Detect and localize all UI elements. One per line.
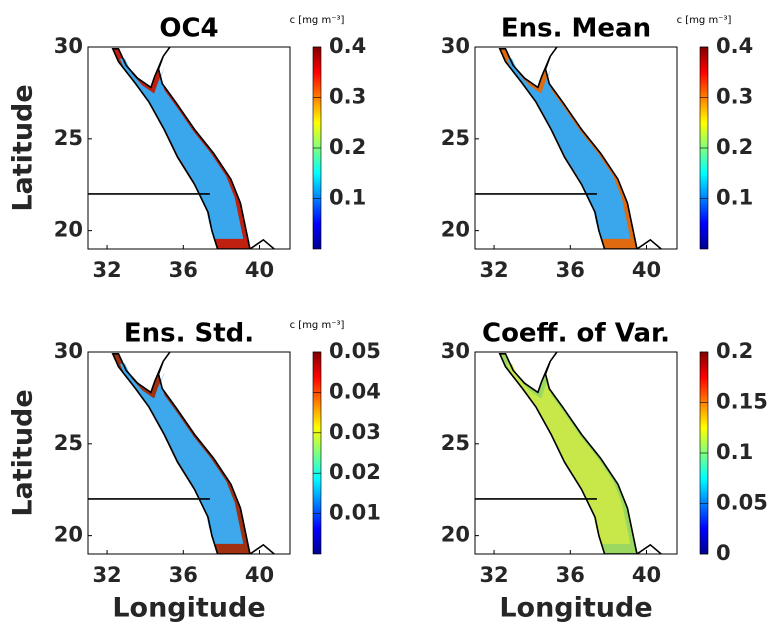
- x-tick-label: 40: [245, 258, 274, 282]
- border: [162, 47, 171, 57]
- colorbar-tick-label: 0.15: [716, 390, 768, 414]
- colorbar-label: c [mg m⁻³]: [677, 15, 732, 26]
- colorbar-tick-label: 0.1: [716, 440, 753, 464]
- colorbar-tick-label: 0.3: [716, 85, 753, 109]
- map-panel: 32 36 40 20 25 30 Ens. Mean 0.1 0.2 0.3 0.4 c [mg m…: [441, 14, 753, 283]
- panel-title: Ens. Std.: [124, 319, 254, 349]
- colorbar-tick-label: 0.4: [716, 34, 753, 58]
- border: [549, 352, 558, 362]
- y-tick-label: 25: [441, 126, 470, 150]
- x-tick-label: 36: [169, 563, 198, 587]
- colorbar: [312, 351, 322, 555]
- x-axis-label: Longitude: [112, 593, 265, 624]
- map-area: [88, 47, 276, 249]
- y-tick-label: 20: [54, 523, 83, 547]
- colorbar-tick-label: 0: [716, 541, 731, 565]
- coastline: [111, 48, 251, 249]
- axes-box: [87, 46, 291, 250]
- sea-field: [506, 58, 631, 239]
- y-tick-label: 25: [54, 126, 83, 150]
- x-tick-label: 32: [479, 258, 508, 282]
- colorbar-tick-label: 0.1: [716, 186, 753, 210]
- y-tick-label: 20: [54, 218, 83, 242]
- colorbar-tick-label: 0.4: [329, 34, 366, 58]
- sea-field: [119, 58, 244, 239]
- colorbar-tick-label: 0.2: [716, 135, 753, 159]
- border: [549, 47, 558, 57]
- y-tick-label: 30: [54, 34, 83, 58]
- border: [249, 238, 276, 249]
- coastline: [111, 353, 251, 554]
- x-tick-label: 40: [632, 563, 661, 587]
- y-tick-label: 30: [441, 339, 470, 363]
- map-area: [475, 47, 663, 249]
- border: [636, 543, 663, 554]
- panel-title: Coeff. of Var.: [482, 319, 670, 349]
- colorbar-tick-label: 0.01: [329, 501, 381, 525]
- map-area: [88, 352, 276, 554]
- sea-field: [506, 363, 631, 544]
- y-tick-label: 25: [441, 431, 470, 455]
- colorbar-tick-label: 0.02: [329, 460, 381, 484]
- x-tick-label: 40: [245, 563, 274, 587]
- x-tick-label: 36: [556, 563, 585, 587]
- x-tick-label: 36: [169, 258, 198, 282]
- border: [162, 352, 171, 362]
- colorbar-tick-label: 0.05: [329, 339, 381, 363]
- map-area: [475, 352, 663, 554]
- axes-box: [474, 46, 678, 250]
- panel-title: Ens. Mean: [501, 14, 651, 44]
- colorbar-tick-label: 0.2: [716, 339, 753, 363]
- y-tick-label: 20: [441, 523, 470, 547]
- colorbar-tick-label: 0.2: [329, 135, 366, 159]
- colorbar-tick-label: 0.05: [716, 491, 768, 515]
- map-panel: 32 36 40 20 25 30 Ens. Std. Latitude Longitude 0.…: [8, 319, 381, 624]
- map-panel: 32 36 40 20 25 30 Coeff. of Var. Longitude 0 0.05…: [441, 319, 768, 624]
- axes-box: [474, 351, 678, 555]
- y-tick-label: 25: [54, 431, 83, 455]
- colorbar-tick-label: 0.3: [329, 85, 366, 109]
- y-tick-label: 30: [54, 339, 83, 363]
- x-axis-label: Longitude: [499, 593, 652, 624]
- y-tick-label: 30: [441, 34, 470, 58]
- y-axis-label: Latitude: [8, 84, 39, 211]
- x-tick-label: 32: [92, 563, 121, 587]
- map-panel: 32 36 40 20 25 30 OC4 Latitude 0.1 0.2 0.3 0.4 c [mg…: [8, 14, 367, 283]
- colorbar-tick-label: 0.1: [329, 186, 366, 210]
- x-tick-label: 36: [556, 258, 585, 282]
- sea-field: [119, 363, 244, 544]
- colorbar-label: c [mg m⁻³]: [290, 320, 345, 331]
- coastline: [498, 353, 638, 554]
- x-tick-label: 40: [632, 258, 661, 282]
- panel-title: OC4: [159, 14, 218, 44]
- y-tick-label: 20: [441, 218, 470, 242]
- colorbar-label: c [mg m⁻³]: [290, 15, 345, 26]
- coastline: [498, 48, 638, 249]
- border: [636, 238, 663, 249]
- x-tick-label: 32: [479, 563, 508, 587]
- colorbar-tick-label: 0.03: [329, 420, 381, 444]
- x-tick-label: 32: [92, 258, 121, 282]
- colorbar-tick-label: 0.04: [329, 379, 381, 403]
- y-axis-label: Latitude: [8, 389, 39, 516]
- border: [249, 543, 276, 554]
- axes-box: [87, 351, 291, 555]
